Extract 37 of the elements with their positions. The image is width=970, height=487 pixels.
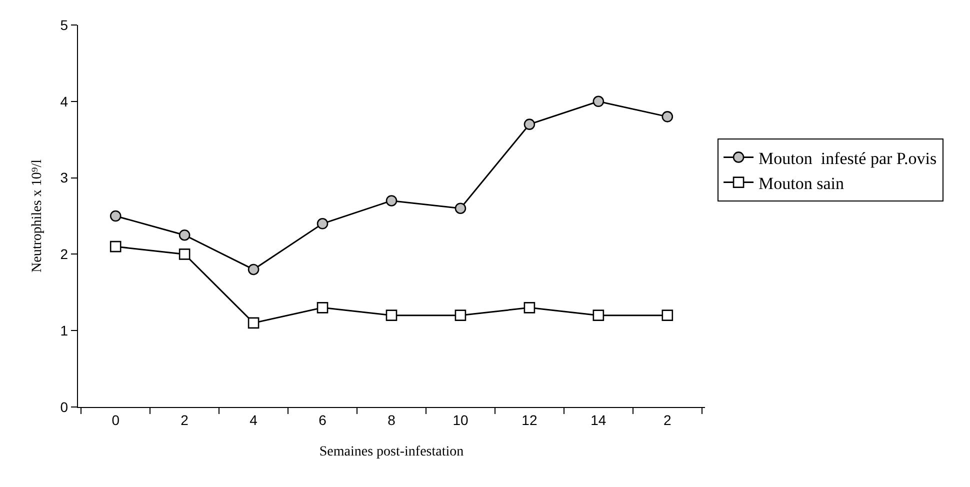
point (316, 218, 328, 230)
y-tick-label: 1 (60, 322, 68, 338)
x-tick-label: 2 (664, 412, 672, 428)
y-tick-label: 2 (60, 246, 68, 262)
point (178, 229, 190, 241)
x-axis-title: Semaines post-infestation (319, 444, 464, 460)
y-tick-label: 3 (60, 170, 68, 186)
y-axis-title: Neutrophiles x 10⁹/l (30, 159, 45, 272)
point (178, 248, 190, 260)
point (248, 317, 260, 329)
point (524, 118, 536, 130)
point (386, 310, 398, 321)
point (454, 202, 466, 214)
point (248, 264, 260, 276)
point (454, 310, 466, 321)
y-tick-label: 5 (60, 16, 68, 33)
legend-label: Mouton infesté par P.ovis (758, 148, 937, 168)
point (592, 310, 604, 321)
x-tick-label: 0 (112, 412, 120, 428)
point (386, 195, 398, 206)
y-tick-label: 0 (60, 398, 68, 415)
x-tick-label: 14 (590, 412, 606, 428)
point (662, 310, 674, 321)
point (662, 111, 674, 122)
point (110, 210, 122, 222)
x-tick-label: 10 (452, 412, 468, 428)
y-tick-label: 4 (60, 93, 68, 110)
point (524, 302, 536, 314)
point (110, 240, 122, 252)
point (316, 302, 328, 314)
x-tick-label: 12 (522, 412, 538, 428)
legend-label: Mouton sain (758, 174, 845, 193)
point (592, 96, 604, 108)
x-tick-label: 8 (388, 412, 396, 428)
x-tick-label: 4 (250, 412, 258, 428)
x-tick-label: 6 (318, 412, 327, 428)
x-tick-label: 2 (180, 412, 189, 428)
